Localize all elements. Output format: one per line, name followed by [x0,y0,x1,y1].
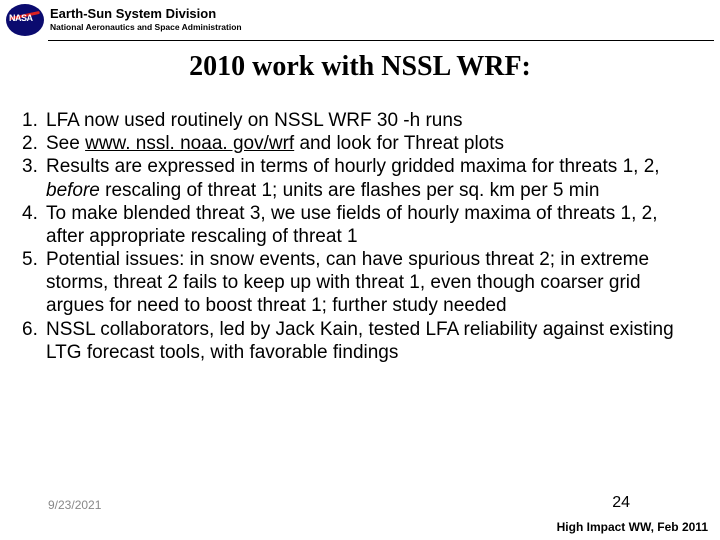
list-item: 6. NSSL collaborators, led by Jack Kain,… [22,318,698,364]
list-num: 4. [22,202,46,248]
list-text-span: rescaling of threat 1; units are flashes… [100,180,600,201]
list-item: 4. To make blended threat 3, we use fiel… [22,202,698,248]
nasa-logo-icon [6,4,44,36]
list-item: 2. See www. nssl. noaa. gov/wrf and look… [22,132,698,155]
list-text: Results are expressed in terms of hourly… [46,155,698,201]
list-text-span: To make blended threat 3, we use fields … [46,203,658,247]
list-text-span: Potential issues: in snow events, can ha… [46,249,649,316]
italic-text: before [46,180,100,201]
link[interactable]: www. nssl. noaa. gov/wrf [85,133,294,154]
header-subtitle: National Aeronautics and Space Administr… [50,22,242,32]
list-text: NSSL collaborators, led by Jack Kain, te… [46,318,698,364]
header: Earth-Sun System Division National Aeron… [0,0,720,38]
list-text-span: NSSL collaborators, led by Jack Kain, te… [46,319,674,363]
list-text-span: See [46,133,85,154]
division-title: Earth-Sun System Division [50,6,242,21]
list-num: 2. [22,132,46,155]
list-text-span: Results are expressed in terms of hourly… [46,156,660,177]
list-text-span: LFA now used routinely on NSSL WRF 30 -h… [46,110,462,131]
list-item: 5. Potential issues: in snow events, can… [22,248,698,318]
list-text: LFA now used routinely on NSSL WRF 30 -h… [46,109,698,132]
list-item: 3. Results are expressed in terms of hou… [22,155,698,201]
list-num: 5. [22,248,46,318]
list-num: 3. [22,155,46,201]
footer-date: 9/23/2021 [48,498,101,512]
list-num: 6. [22,318,46,364]
list-item: 1. LFA now used routinely on NSSL WRF 30… [22,109,698,132]
header-text: Earth-Sun System Division National Aeron… [50,4,242,32]
footer-page: 24 [612,494,630,512]
page-title: 2010 work with NSSL WRF: [0,51,720,83]
header-rule [48,40,714,41]
list-text: Potential issues: in snow events, can ha… [46,248,698,318]
list-num: 1. [22,109,46,132]
list-text: See www. nssl. noaa. gov/wrf and look fo… [46,132,698,155]
list-text: To make blended threat 3, we use fields … [46,202,698,248]
footer-event: High Impact WW, Feb 2011 [557,520,708,534]
list-text-span: and look for Threat plots [294,133,504,154]
body-list: 1. LFA now used routinely on NSSL WRF 30… [0,109,720,364]
